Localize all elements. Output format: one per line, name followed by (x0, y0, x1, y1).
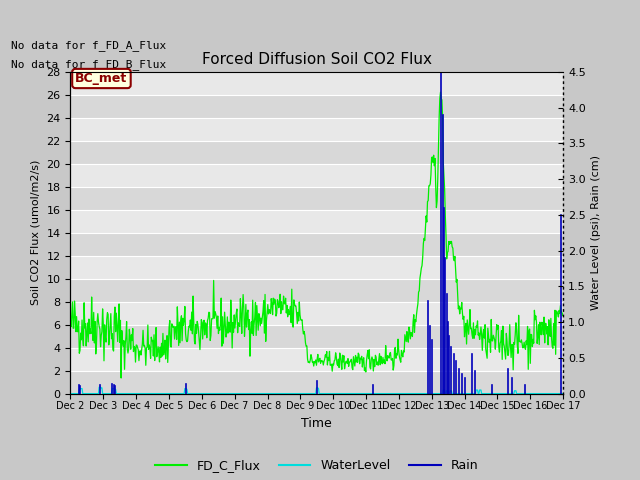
Bar (70, 371, 563, 394)
WaterLevel (67, 391, 74, 396)
FD_C_Flux (67, 314, 74, 320)
Line: FD_C_Flux: FD_C_Flux (70, 92, 563, 378)
Bar (70, 118, 563, 141)
Bar (70, 279, 563, 302)
Bar (70, 324, 563, 348)
FD_C_Flux (392, 345, 399, 350)
WaterLevel (127, 391, 134, 396)
Bar (70, 164, 563, 187)
Text: No data for f_FD_B_Flux: No data for f_FD_B_Flux (12, 59, 166, 70)
Bar (70, 348, 563, 371)
WaterLevel (203, 391, 211, 396)
Text: No data for f_FD_A_Flux: No data for f_FD_A_Flux (12, 40, 166, 51)
FD_C_Flux (127, 347, 134, 352)
Bar (70, 302, 563, 324)
Bar (70, 72, 563, 95)
FD_C_Flux (203, 335, 211, 341)
Bar (70, 256, 563, 279)
Bar (70, 210, 563, 233)
WaterLevel (392, 391, 399, 396)
Y-axis label: Soil CO2 Flux (umol/m2/s): Soil CO2 Flux (umol/m2/s) (31, 160, 41, 305)
Line: WaterLevel: WaterLevel (70, 387, 563, 394)
FD_C_Flux (436, 89, 444, 95)
Y-axis label: Water Level (psi), Rain (cm): Water Level (psi), Rain (cm) (591, 156, 602, 310)
Legend: FD_C_Flux, WaterLevel, Rain: FD_C_Flux, WaterLevel, Rain (150, 455, 483, 478)
X-axis label: Time: Time (301, 417, 332, 430)
FD_C_Flux (117, 375, 125, 381)
FD_C_Flux (559, 311, 567, 316)
FD_C_Flux (177, 318, 184, 324)
FD_C_Flux (76, 350, 83, 356)
Bar (70, 187, 563, 210)
Bar (70, 95, 563, 118)
Bar (70, 233, 563, 256)
WaterLevel (559, 391, 567, 396)
FD_C_Flux (377, 353, 385, 359)
WaterLevel (177, 391, 184, 396)
WaterLevel (377, 391, 385, 396)
Bar (70, 141, 563, 164)
Text: BC_met: BC_met (76, 72, 127, 85)
WaterLevel (76, 386, 83, 392)
Title: Forced Diffusion Soil CO2 Flux: Forced Diffusion Soil CO2 Flux (202, 52, 432, 67)
WaterLevel (95, 384, 103, 390)
